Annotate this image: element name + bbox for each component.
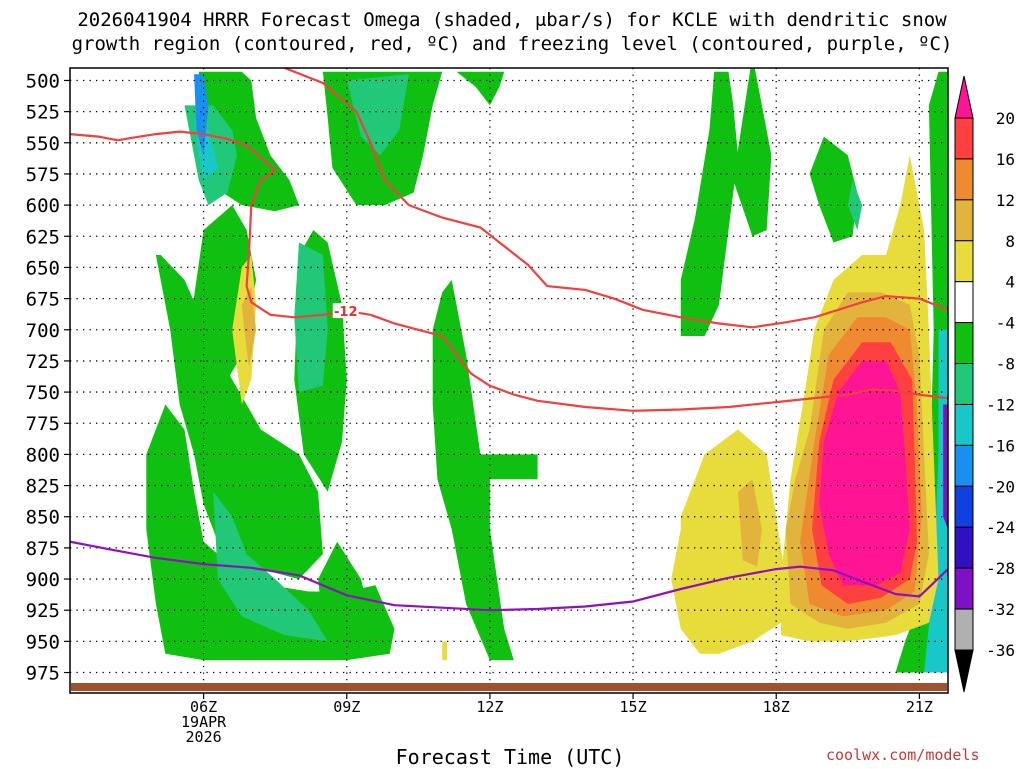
omega-region-4 <box>733 68 772 237</box>
y-tick-label-950: 950 <box>26 631 60 653</box>
colorbar-label-7: -12 <box>986 395 1015 414</box>
grid-lines <box>70 68 948 685</box>
x-tick-label-18-0: 18Z <box>763 698 790 716</box>
x-tick-label-6-2: 2026 <box>186 728 222 746</box>
omega-region-12 <box>432 279 538 661</box>
colorbar-label-4: 4 <box>1005 273 1015 292</box>
chart-title-line-2: growth region (contoured, red, ºC) and f… <box>71 33 953 55</box>
y-tick-label-975: 975 <box>26 663 60 685</box>
omega-region-2 <box>456 71 505 106</box>
colorbar-label-1: 16 <box>996 150 1015 169</box>
x-tick-label-12-0: 12Z <box>476 698 503 716</box>
y-tick-label-550: 550 <box>26 133 60 155</box>
y-tick-label-775: 775 <box>26 413 60 435</box>
ground-strip <box>71 683 947 691</box>
colorbar-box-1 <box>954 158 974 201</box>
x-axis-title: Forecast Time (UTC) <box>395 745 625 769</box>
colorbar-label-6: -8 <box>996 355 1015 374</box>
y-tick-label-675: 675 <box>26 289 60 311</box>
y-tick-label-750: 750 <box>26 382 60 404</box>
y-tick-label-825: 825 <box>26 476 60 498</box>
chart-title-line-1: 2026041904 HRRR Forecast Omega (shaded, … <box>77 9 947 31</box>
y-tick-label-900: 900 <box>26 569 60 591</box>
colorbar-bottom-triangle <box>954 649 974 693</box>
colorbar-box-10 <box>954 526 974 569</box>
y-tick-label-575: 575 <box>26 164 60 186</box>
omega-region-23 <box>442 641 447 661</box>
colorbar-box-5 <box>954 322 974 365</box>
y-tick-label-925: 925 <box>26 600 60 622</box>
omega-region-26 <box>241 286 257 368</box>
y-tick-label-850: 850 <box>26 507 60 529</box>
colorbar-label-11: -28 <box>986 559 1015 578</box>
omega-region-14 <box>346 74 409 156</box>
colorbar-label-10: -24 <box>986 518 1015 537</box>
omega-region-24 <box>671 429 786 654</box>
colorbar-label-9: -20 <box>986 477 1015 496</box>
contour-line-0 <box>70 540 948 612</box>
omega-region-5 <box>809 136 858 243</box>
colorbar-box-9 <box>954 485 974 528</box>
credit-text: coolwx.com/models <box>826 746 980 764</box>
contour-label: -12 <box>334 305 358 320</box>
y-tick-label-875: 875 <box>26 538 60 560</box>
x-tick-label-6-1: 19APR <box>181 713 227 731</box>
colorbar-box-11 <box>954 567 974 610</box>
contour-label-bg <box>332 303 359 319</box>
colorbar-box-12 <box>954 608 974 651</box>
colorbar-label-3: 8 <box>1005 232 1015 251</box>
y-tick-label-650: 650 <box>26 257 60 279</box>
y-axis: 500 525 550 575 600 625 650 675 700 725 750 775 800 8… <box>26 70 70 685</box>
x-tick-label-6-0: 06Z <box>190 698 217 716</box>
omega-region-3 <box>680 71 738 336</box>
plot-border <box>69 67 949 694</box>
omega-region-21 <box>943 404 948 530</box>
omega-shading <box>146 68 948 673</box>
colorbar-box-4 <box>954 281 974 324</box>
omega-region-17 <box>847 180 863 230</box>
colorbar-box-6 <box>954 363 974 405</box>
y-tick-label-500: 500 <box>26 70 60 92</box>
x-tick-label-21-0: 21Z <box>906 698 933 716</box>
x-tick-label-9-0: 09Z <box>333 698 360 716</box>
omega-region-15 <box>294 242 328 393</box>
colorbar-box-3 <box>954 240 974 283</box>
omega-region-31 <box>819 360 910 586</box>
y-tick-label-725: 725 <box>26 351 60 373</box>
colorbar: 20 16 12 8 4 -4 -8 -12 -16 -20 -24 -28 -32 -36 <box>954 75 1015 693</box>
y-tick-label-800: 800 <box>26 444 60 466</box>
contour-line--18 <box>284 68 948 329</box>
colorbar-label-12: -32 <box>986 600 1015 619</box>
colorbar-label-13: -36 <box>986 641 1015 660</box>
omega-region-16 <box>213 491 328 642</box>
omega-region-19 <box>924 329 948 673</box>
colorbar-top-triangle <box>954 75 974 119</box>
y-tick-label-525: 525 <box>26 102 60 124</box>
omega-region-27 <box>738 479 762 567</box>
plot-frame <box>69 67 949 694</box>
contour-lines: -12 <box>70 68 948 612</box>
y-tick-label-625: 625 <box>26 226 60 248</box>
colorbar-box-0 <box>954 117 974 160</box>
colorbar-label-8: -16 <box>986 436 1015 455</box>
colorbar-label-0: 20 <box>996 109 1015 128</box>
ground-bar <box>71 683 947 691</box>
colorbar-label-2: 12 <box>996 191 1015 210</box>
y-tick-label-600: 600 <box>26 195 60 217</box>
colorbar-box-7 <box>954 403 974 446</box>
colorbar-label-5: -4 <box>996 314 1015 333</box>
colorbar-box-2 <box>954 199 974 242</box>
y-tick-label-700: 700 <box>26 320 60 342</box>
x-tick-label-15-0: 15Z <box>620 698 647 716</box>
colorbar-box-8 <box>954 444 974 487</box>
